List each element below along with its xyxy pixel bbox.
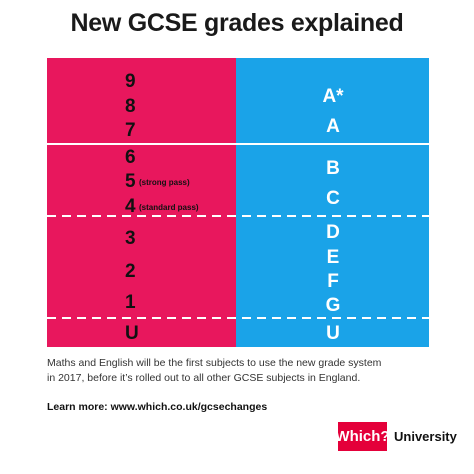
grade-8: 8 xyxy=(125,96,136,117)
grade-u-new: U xyxy=(125,323,139,344)
grade-4: 4 xyxy=(125,196,136,217)
strong-pass-note: (strong pass) xyxy=(139,178,190,187)
grade-9: 9 xyxy=(125,71,136,92)
which-logo: Which? xyxy=(335,422,390,451)
grade-3: 3 xyxy=(125,228,136,249)
caption-line-2: in 2017, before it’s rolled out to all o… xyxy=(47,372,361,384)
grade-g: G xyxy=(325,295,341,316)
grade-c: C xyxy=(326,188,340,209)
grade-1: 1 xyxy=(125,292,136,313)
caption-text: Maths and English will be the first subj… xyxy=(47,356,427,386)
grade-6: 6 xyxy=(125,147,136,168)
learn-more-link[interactable]: Learn more: www.which.co.uk/gcsechanges xyxy=(47,401,268,413)
grade-2: 2 xyxy=(125,261,136,282)
boundary-line-7-a xyxy=(47,143,429,145)
grade-f: F xyxy=(327,271,339,292)
grade-a-star: A* xyxy=(322,86,344,107)
grade-7: 7 xyxy=(125,120,136,141)
grades-comparison-diagram: 9 8 7 6 5 (strong pass) 4 (standard pass… xyxy=(47,58,429,347)
grade-e: E xyxy=(326,247,340,268)
grade-5: 5 xyxy=(125,171,136,192)
boundary-line-4-c xyxy=(47,215,429,217)
page-title: New GCSE grades explained xyxy=(70,9,404,37)
standard-pass-note: (standard pass) xyxy=(139,203,199,212)
grade-d: D xyxy=(326,222,340,243)
grade-b: B xyxy=(326,158,340,179)
new-grades-panel xyxy=(47,58,236,347)
grade-u-old: U xyxy=(326,323,340,344)
boundary-line-1-g xyxy=(47,317,429,319)
grade-a: A xyxy=(326,116,340,137)
caption-line-1: Maths and English will be the first subj… xyxy=(47,357,382,369)
brand-label: University xyxy=(394,429,457,444)
old-grades-panel xyxy=(236,58,429,347)
